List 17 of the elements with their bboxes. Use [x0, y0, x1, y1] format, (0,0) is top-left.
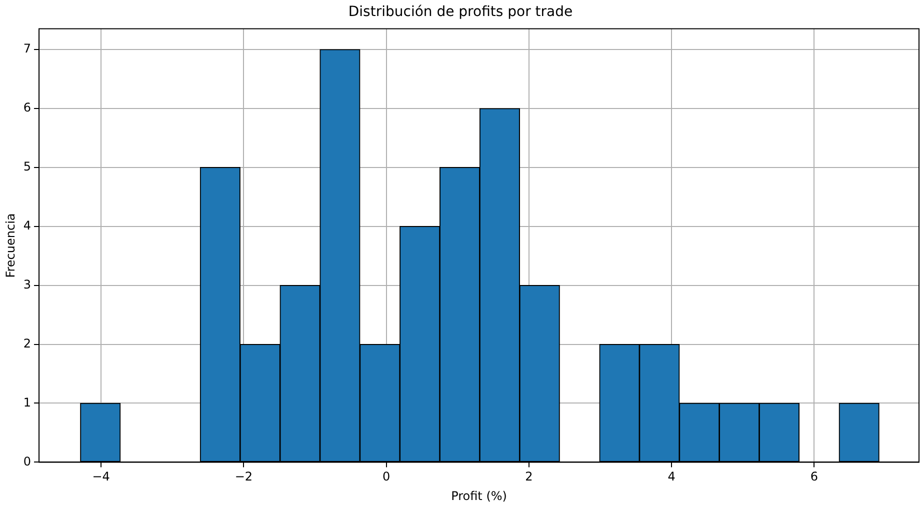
y-tick-label: 7 — [23, 42, 32, 56]
x-tick-label: 6 — [810, 470, 818, 484]
y-tick-label: 5 — [23, 159, 32, 174]
x-tick-label: −2 — [234, 470, 253, 484]
y-tick-label: 2 — [23, 336, 32, 350]
x-tick-label: 4 — [668, 470, 676, 484]
y-tick-label: 3 — [23, 277, 32, 292]
y-tick-label: 4 — [23, 218, 32, 232]
y-tick-label: 6 — [23, 100, 32, 115]
y-axis-title: Frecuencia — [3, 213, 18, 278]
chart-title: Distribución de profits por trade — [348, 4, 573, 20]
y-tick-label: 0 — [23, 454, 32, 468]
x-tick-label: 2 — [525, 470, 533, 484]
y-tick-label: 1 — [23, 395, 32, 410]
x-axis-title: Profit (%) — [451, 488, 507, 503]
x-tick-label: −4 — [92, 470, 110, 484]
x-tick-label: 0 — [382, 470, 390, 484]
